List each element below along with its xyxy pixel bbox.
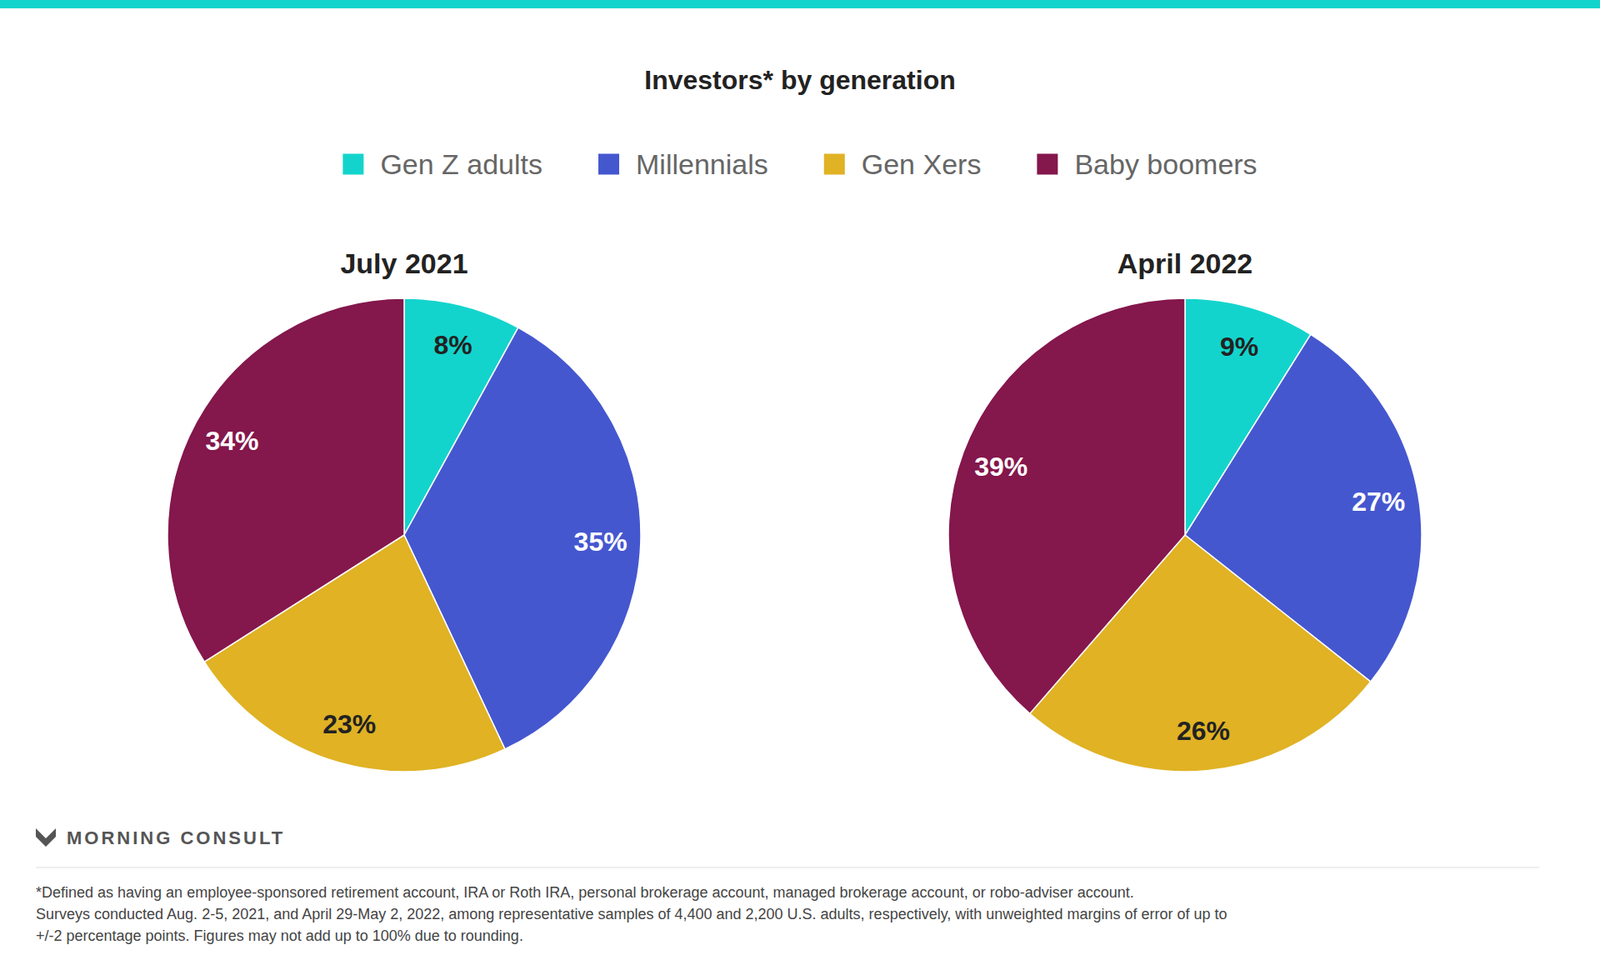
footnote: *Defined as having an employee-sponsored… [35,884,1135,901]
legend-label: Millennials [635,148,769,180]
legend-item: Baby boomers [1036,148,1257,180]
legend-item: Gen Xers [824,148,982,180]
pie-chart: July 2021 Gen Z adultsMillennialsGen Xers… [167,247,641,772]
pie-slice: Baby boomers [167,298,405,662]
data-labels: 9% 27% 26% 39% [974,331,1405,746]
legend-swatch [598,154,620,175]
legend-swatch [824,154,845,175]
source: MORNING CONSULT [66,827,285,849]
data-label: 27% [1351,486,1405,517]
legend-swatch [342,154,364,175]
legend-item: Millennials [598,148,769,180]
logo-icon [35,828,56,847]
data-label: 39% [974,451,1028,482]
slices: Gen Z adultsMillennialsGen XersBaby boom… [167,298,641,772]
footnotes: *Defined as having an employee-sponsored… [35,884,1228,945]
slices: Gen Z adultsMillennialsGen XersBaby boom… [948,298,1422,772]
data-label: 35% [574,526,628,557]
legend-item: Gen Z adults [342,148,543,180]
data-label: 9% [1220,331,1259,362]
legend-label: Baby boomers [1074,148,1257,180]
data-labels: 8% 35% 23% 34% [205,330,627,740]
legend-label: Gen Z adults [380,148,543,180]
pie-slice: Baby boomers [948,298,1185,714]
legend-label: Gen Xers [861,148,982,180]
footnote: Surveys conducted Aug. 2-5, 2021, and Ap… [35,905,1228,923]
footnote: +/-2 percentage points. Figures may not … [35,927,524,945]
chart-title: April 2022 [1117,247,1254,280]
data-label: 34% [205,425,259,456]
separator [35,867,1540,869]
legend-swatch [1036,154,1058,175]
data-label: 26% [1176,715,1230,746]
title: Investors* by generation [644,65,955,95]
top-bar [0,0,1600,9]
chart-title: July 2021 [340,247,468,280]
data-label: 23% [322,709,376,740]
data-label: 8% [433,330,472,360]
chart-root: Investors* by generation Gen Z adults Mill… [0,0,1600,960]
pie-chart: April 2022 Gen Z adultsMillennialsGen Xer… [948,247,1422,772]
legend: Gen Z adults Millennials Gen Xers Baby boom… [342,148,1257,180]
